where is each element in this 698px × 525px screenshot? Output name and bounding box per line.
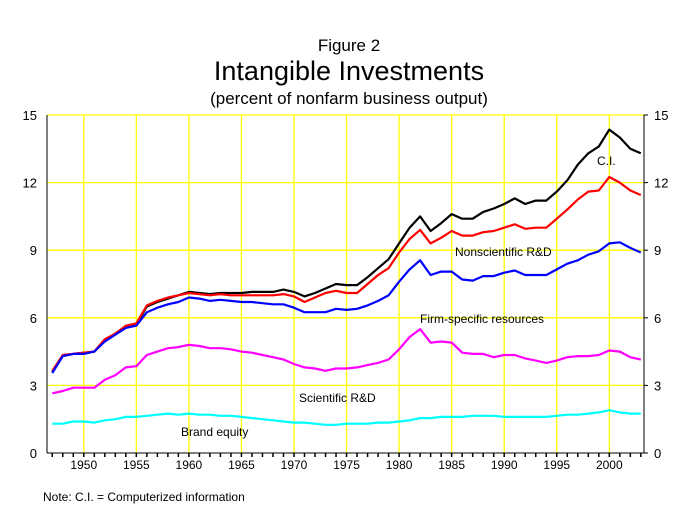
series-annotation: C.I. (597, 154, 616, 168)
chart-note: Note: C.I. = Computerized information (43, 490, 245, 504)
chart-title: Intangible Investments (213, 56, 485, 86)
series-line-brand-equity (52, 409, 641, 426)
y-tick-label-right: 0 (654, 446, 661, 461)
x-tick-label: 1960 (176, 458, 203, 472)
x-tick-label: 1990 (491, 458, 518, 472)
y-tick-label-left: 9 (30, 243, 37, 258)
y-tick-label-right: 12 (654, 176, 668, 191)
series-annotation: Firm-specific resources (420, 312, 544, 326)
y-tick-label-right: 3 (654, 378, 661, 393)
x-tick-label: 1980 (386, 458, 413, 472)
x-tick-label: 1995 (543, 458, 570, 472)
series-annotation: Nonscientific R&D (455, 245, 552, 259)
x-tick-label: 1950 (70, 458, 97, 472)
y-tick-label-right: 9 (654, 243, 661, 258)
x-tick-label: 2000 (596, 458, 623, 472)
series-line-scientific-r-d (52, 328, 642, 395)
x-tick-label: 1975 (333, 458, 360, 472)
series-line-firm-specific-resources (51, 241, 642, 374)
y-tick-label-right: 6 (654, 311, 661, 326)
x-tick-label: 1965 (228, 458, 255, 472)
y-tick-label-left: 0 (30, 446, 37, 461)
series-annotation: Brand equity (181, 425, 248, 439)
y-tick-label-left: 15 (23, 108, 37, 123)
x-tick-label: 1955 (123, 458, 150, 472)
series-annotation: Scientific R&D (299, 391, 376, 405)
x-tick-label: 1985 (438, 458, 465, 472)
y-tick-label-left: 6 (30, 311, 37, 326)
figure-label: Figure 2 (317, 36, 381, 55)
chart-subtitle: (percent of nonfarm business output) (210, 89, 488, 108)
y-tick-label-right: 15 (654, 108, 668, 123)
y-tick-label-left: 3 (30, 378, 37, 393)
x-tick-label: 1970 (281, 458, 308, 472)
series-line-nonscientific-r-d (51, 175, 642, 372)
y-tick-label-left: 12 (23, 176, 37, 191)
